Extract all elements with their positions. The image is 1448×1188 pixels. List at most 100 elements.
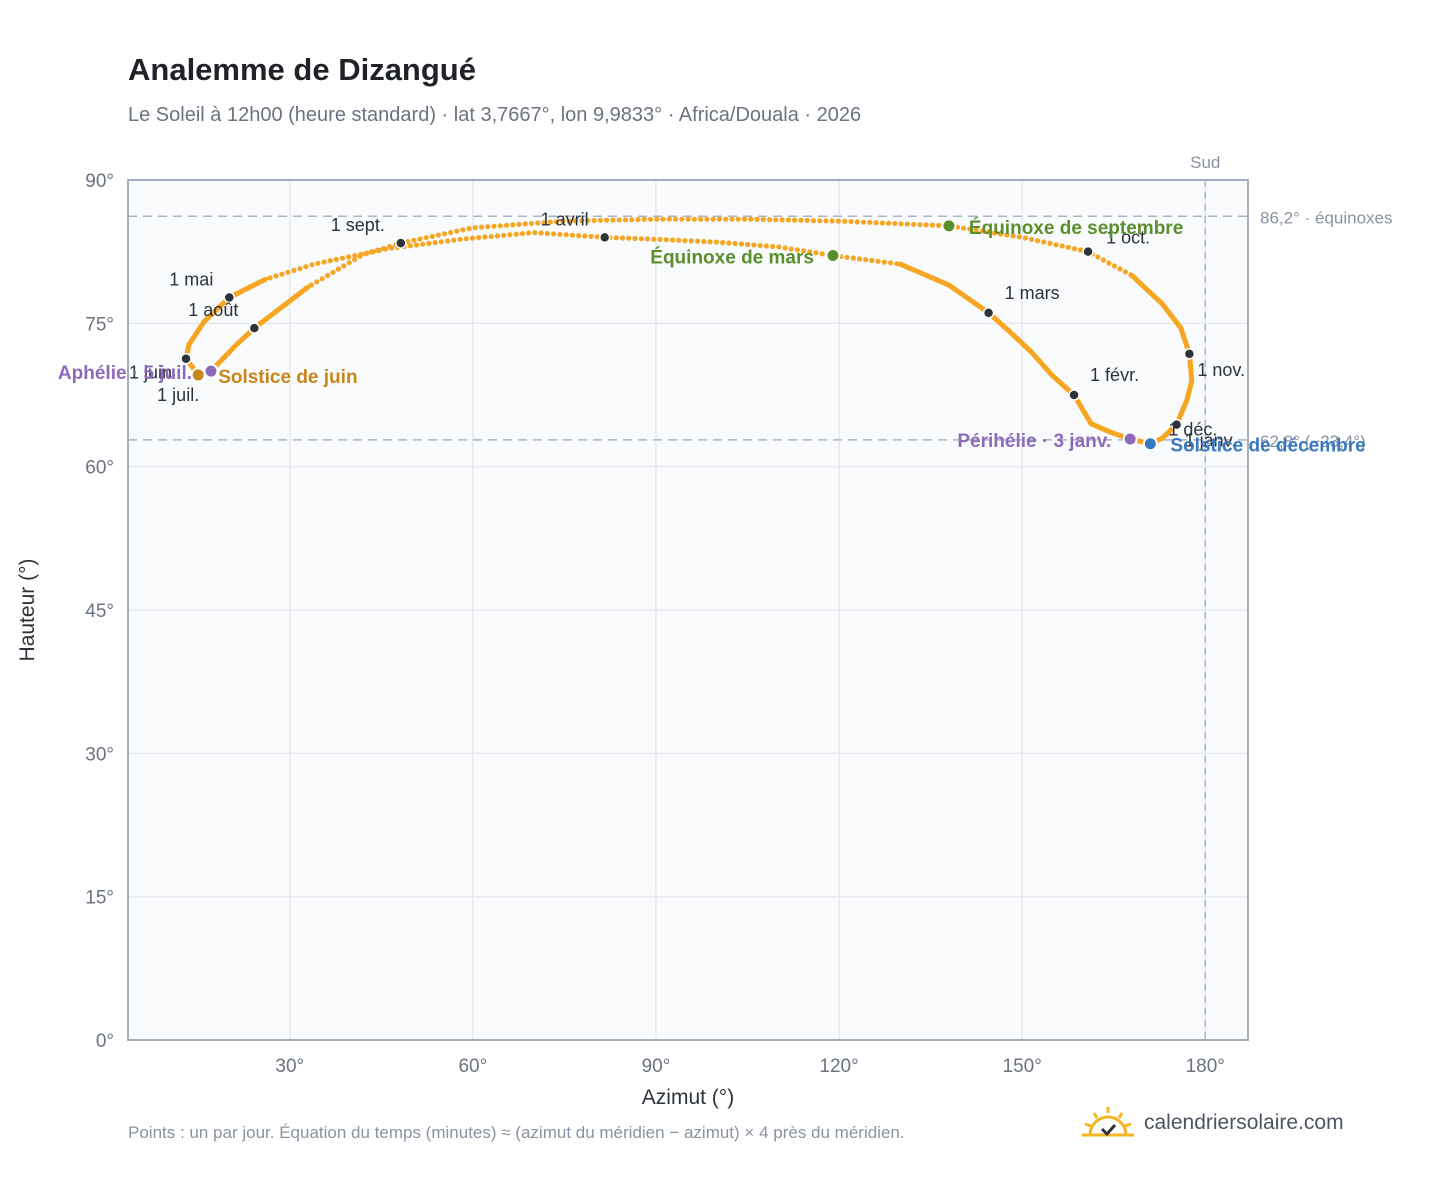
daily-point — [729, 216, 735, 222]
daily-point — [794, 247, 801, 253]
daily-point — [381, 245, 387, 251]
daily-point — [613, 235, 619, 241]
daily-point — [804, 217, 810, 223]
daily-point — [751, 242, 757, 248]
daily-point — [745, 241, 751, 248]
daily-point — [819, 251, 825, 257]
daily-point — [1122, 269, 1128, 275]
daily-point — [535, 220, 541, 226]
daily-point — [501, 232, 507, 238]
daily-point — [491, 223, 497, 229]
daily-point — [707, 239, 713, 245]
daily-point — [879, 220, 885, 226]
daily-point — [985, 229, 991, 235]
footnote: Points : un par jour. Équation du temps … — [128, 1123, 905, 1142]
daily-point — [748, 216, 754, 222]
daily-point — [435, 232, 441, 238]
meridian-label: Sud — [1190, 153, 1220, 172]
analemma-curve — [183, 276, 311, 378]
daily-point — [1035, 238, 1041, 244]
analemma-curve — [1129, 273, 1195, 447]
daily-point — [314, 279, 320, 285]
daily-point — [835, 218, 842, 224]
daily-point — [335, 266, 341, 272]
daily-point — [1117, 266, 1123, 272]
reference-line-label: 62,8° (−23,4°) — [1260, 432, 1366, 451]
daily-point — [466, 226, 472, 232]
daily-point — [448, 229, 454, 236]
daily-point — [472, 225, 478, 231]
daily-point — [1100, 257, 1106, 263]
brand[interactable]: calendriersolaire.com — [1082, 1103, 1344, 1143]
daily-point — [457, 236, 463, 242]
daily-point — [494, 233, 500, 239]
daily-point — [478, 224, 485, 230]
event-marker — [941, 218, 957, 234]
daily-point — [442, 231, 448, 237]
y-tick-label: 60° — [85, 458, 114, 479]
daily-point — [510, 222, 516, 228]
chart-title: Analemme de Dizangué — [128, 52, 476, 87]
daily-point — [369, 249, 375, 255]
daily-point — [526, 230, 532, 236]
daily-point — [532, 230, 538, 236]
daily-point — [1111, 263, 1117, 269]
daily-point — [1022, 235, 1029, 241]
month-label: 1 juil. — [157, 385, 199, 405]
daily-point — [732, 240, 738, 247]
month-label: 1 oct. — [1106, 228, 1150, 248]
daily-point — [267, 275, 273, 281]
month-marker — [223, 291, 236, 304]
event-label: Équinoxe de septembre — [969, 217, 1183, 239]
daily-point — [873, 220, 879, 226]
daily-point — [973, 227, 979, 233]
daily-point — [291, 267, 297, 273]
daily-point — [823, 218, 829, 224]
daily-point — [463, 236, 469, 242]
daily-point — [551, 231, 557, 237]
daily-point — [1010, 233, 1016, 239]
daily-point — [770, 243, 776, 250]
daily-point — [604, 217, 610, 223]
daily-point — [792, 217, 798, 223]
daily-point — [513, 231, 519, 237]
daily-point — [685, 216, 691, 222]
daily-point — [720, 240, 726, 246]
month-label: 1 juin — [129, 363, 172, 383]
daily-point — [507, 232, 513, 238]
x-tick-label: 60° — [458, 1056, 487, 1077]
daily-point — [754, 216, 760, 222]
daily-point — [888, 260, 894, 266]
daily-point — [528, 220, 535, 227]
daily-point — [738, 241, 745, 247]
daily-point — [657, 236, 663, 242]
daily-point — [998, 231, 1004, 237]
month-label: 1 août — [188, 300, 238, 320]
month-label: 1 mai — [169, 270, 213, 290]
daily-point — [798, 217, 804, 223]
daily-point — [541, 220, 547, 226]
daily-point — [1047, 240, 1053, 246]
daily-point — [279, 271, 285, 277]
daily-point — [341, 263, 347, 269]
daily-point — [886, 220, 892, 226]
daily-point — [560, 218, 566, 224]
event-marker — [203, 363, 219, 379]
daily-point — [309, 262, 315, 268]
daily-point — [522, 221, 528, 227]
y-tick-label: 0° — [96, 1031, 114, 1052]
x-tick-label: 120° — [819, 1056, 858, 1077]
daily-point — [413, 242, 420, 248]
daily-point — [363, 251, 369, 257]
daily-point — [829, 218, 835, 224]
daily-point — [321, 259, 327, 265]
daily-point — [647, 216, 654, 222]
daily-point — [352, 256, 358, 263]
daily-point — [723, 216, 729, 222]
y-tick-label: 45° — [85, 601, 114, 622]
daily-point — [704, 216, 710, 222]
month-label: 1 janv. — [1185, 431, 1237, 451]
daily-point — [438, 239, 444, 245]
daily-point — [979, 228, 985, 234]
